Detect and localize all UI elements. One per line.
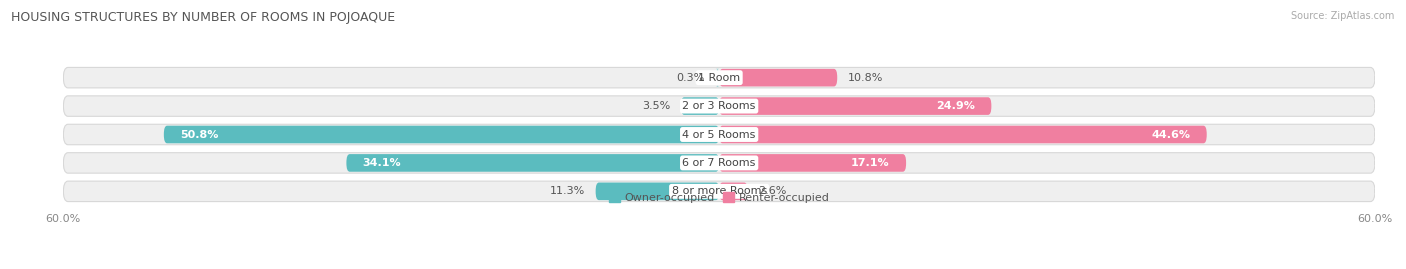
FancyBboxPatch shape <box>716 69 720 86</box>
Text: 4 or 5 Rooms: 4 or 5 Rooms <box>682 129 756 140</box>
FancyBboxPatch shape <box>63 124 1375 145</box>
Text: Source: ZipAtlas.com: Source: ZipAtlas.com <box>1291 11 1395 21</box>
FancyBboxPatch shape <box>165 126 720 143</box>
Legend: Owner-occupied, Renter-occupied: Owner-occupied, Renter-occupied <box>605 188 834 207</box>
FancyBboxPatch shape <box>720 69 837 86</box>
FancyBboxPatch shape <box>63 153 1375 173</box>
Text: 11.3%: 11.3% <box>550 186 585 196</box>
Text: 8 or more Rooms: 8 or more Rooms <box>672 186 766 196</box>
Text: 1 Room: 1 Room <box>699 73 740 83</box>
FancyBboxPatch shape <box>720 183 748 200</box>
FancyBboxPatch shape <box>596 183 720 200</box>
FancyBboxPatch shape <box>720 97 991 115</box>
Text: 24.9%: 24.9% <box>936 101 974 111</box>
FancyBboxPatch shape <box>681 97 720 115</box>
Text: 50.8%: 50.8% <box>180 129 218 140</box>
FancyBboxPatch shape <box>346 154 720 172</box>
Text: 2.6%: 2.6% <box>758 186 787 196</box>
Text: HOUSING STRUCTURES BY NUMBER OF ROOMS IN POJOAQUE: HOUSING STRUCTURES BY NUMBER OF ROOMS IN… <box>11 11 395 24</box>
FancyBboxPatch shape <box>720 126 1206 143</box>
Text: 10.8%: 10.8% <box>848 73 883 83</box>
Text: 0.3%: 0.3% <box>676 73 704 83</box>
FancyBboxPatch shape <box>63 181 1375 201</box>
Text: 17.1%: 17.1% <box>851 158 890 168</box>
FancyBboxPatch shape <box>720 154 905 172</box>
FancyBboxPatch shape <box>63 68 1375 88</box>
FancyBboxPatch shape <box>63 96 1375 116</box>
Text: 6 or 7 Rooms: 6 or 7 Rooms <box>682 158 756 168</box>
Text: 2 or 3 Rooms: 2 or 3 Rooms <box>682 101 756 111</box>
Text: 44.6%: 44.6% <box>1152 129 1191 140</box>
Text: 34.1%: 34.1% <box>363 158 402 168</box>
Text: 3.5%: 3.5% <box>641 101 671 111</box>
